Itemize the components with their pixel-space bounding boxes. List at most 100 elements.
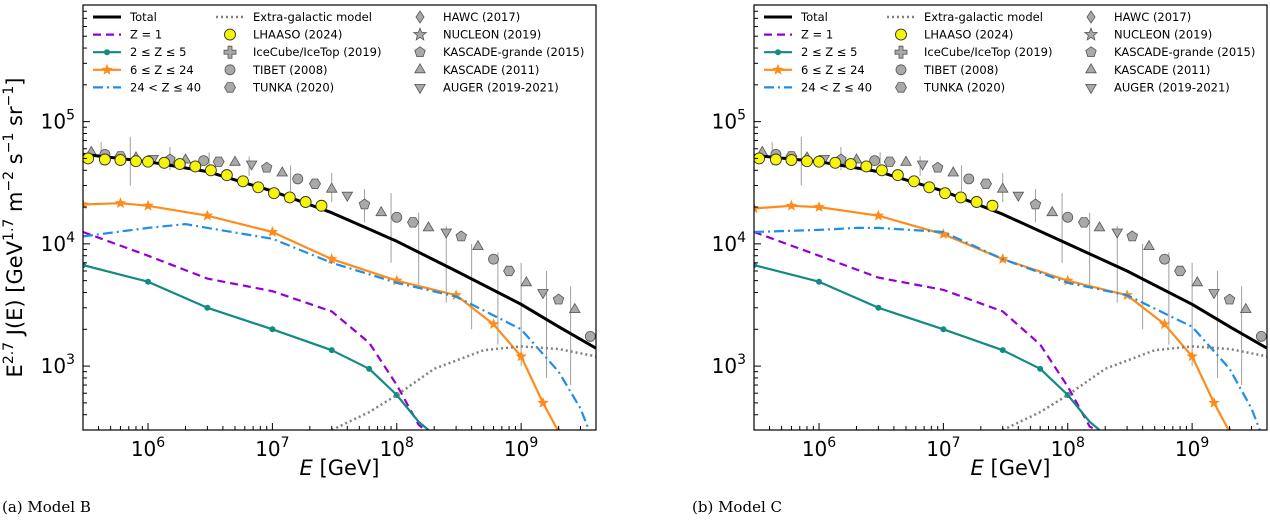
series-marker <box>1158 318 1171 330</box>
lhaaso-point <box>299 196 312 208</box>
series-24-z-40 <box>83 223 590 430</box>
legend-entry-kascade-2011: KASCADE (2011) <box>1085 63 1210 77</box>
legend-marker <box>894 45 908 59</box>
experiment-point <box>1062 211 1074 223</box>
experiment-point <box>375 205 388 217</box>
y-tick-label: 103 <box>41 352 75 378</box>
plot-area <box>754 136 1267 430</box>
lhaaso-point <box>252 181 265 194</box>
legend-label: IceCube/IceTop (2019) <box>253 45 381 59</box>
x-tick-label: 106 <box>802 435 836 461</box>
experiment-point <box>1255 330 1267 342</box>
experiment-point <box>916 160 929 171</box>
lhaaso-point <box>844 158 857 170</box>
experiment-point <box>1143 239 1155 251</box>
lhaaso-point <box>769 153 782 166</box>
lhaaso-point <box>829 156 842 169</box>
caption-model-b: (a) Model B <box>2 498 91 516</box>
y-tick-label: 104 <box>41 230 75 256</box>
experiment-point <box>325 182 338 193</box>
legend-label: Extra-galactic model <box>253 10 372 24</box>
experiment-point <box>1029 198 1042 210</box>
legend-marker <box>895 82 907 93</box>
legend-entry-nucleon-2019: NUCLEON (2019) <box>1083 26 1212 42</box>
series-marker <box>785 199 798 211</box>
legend-label: AUGER (2019-2021) <box>443 80 559 94</box>
y-tick-label: 103 <box>712 352 746 378</box>
lhaaso-point <box>98 153 111 166</box>
lhaaso-point <box>189 160 202 173</box>
experiment-point <box>1191 276 1204 287</box>
experiment-point <box>1012 191 1025 202</box>
legend-label: 6 ≤ Z ≤ 24 <box>130 63 194 77</box>
y-axis-label: E2.7 J(E) [GeV1.7 m−2 s−1 sr−1] <box>1 78 27 378</box>
plot-area <box>83 136 596 430</box>
experiment-point <box>869 155 881 166</box>
experiment-point <box>1174 265 1187 277</box>
legend: Total Z = 1 2 ≤ Z ≤ 5 6 ≤ Z ≤ 24 24 < Z ≤ 40… <box>93 10 584 94</box>
caption-model-c: (b) Model C <box>692 498 782 516</box>
legend-entry-auger-2019-2021: AUGER (2019-2021) <box>414 80 559 94</box>
legend-marker <box>415 10 425 24</box>
legend-label: Total <box>129 10 157 24</box>
experiment-point <box>455 230 467 242</box>
series-marker <box>366 365 373 372</box>
experiment-point <box>292 173 304 185</box>
experiment-points <box>85 145 596 342</box>
series-2-z-5 <box>83 264 430 430</box>
series-marker <box>1186 350 1198 362</box>
experiment-point <box>996 182 1009 193</box>
legend-entry-tunka-2020: TUNKA (2020) <box>895 80 1005 94</box>
series-24-z-40 <box>754 226 1261 430</box>
experiment-point <box>980 178 992 190</box>
legend-label: 24 < Z ≤ 40 <box>801 80 872 94</box>
legend-label: HAWC (2017) <box>443 10 520 24</box>
series-2-z-5 <box>754 264 1101 430</box>
series-marker <box>266 226 279 237</box>
experiment-point <box>552 293 565 305</box>
legend-entry-hawc-2017: HAWC (2017) <box>415 10 520 24</box>
experiment-point <box>900 155 912 166</box>
legend-entry-total: Total <box>764 10 828 24</box>
lhaaso-point <box>268 187 280 200</box>
plot-frame <box>82 4 597 431</box>
lhaaso-point <box>875 164 888 177</box>
legend-marker <box>1085 63 1097 74</box>
series-marker <box>450 289 462 301</box>
legend-label: LHAASO (2024) <box>253 28 342 42</box>
legend-marker <box>223 45 237 59</box>
lhaaso-points <box>83 152 328 212</box>
legend-label: TUNKA (2020) <box>923 80 1005 94</box>
lhaaso-point <box>785 154 798 166</box>
series-total <box>83 152 596 350</box>
series-marker <box>816 278 823 285</box>
legend-label: AUGER (2019-2021) <box>1114 80 1230 94</box>
legend-entry-extra-galactic-model: Extra-galactic model <box>887 10 1043 24</box>
lhaaso-point <box>813 155 825 168</box>
x-tick-label: 107 <box>926 435 960 461</box>
lhaaso-point <box>970 196 983 208</box>
legend-label: KASCADE (2011) <box>443 63 539 77</box>
legend-marker <box>224 82 236 93</box>
experiment-point <box>341 191 354 202</box>
experiment-point <box>1078 217 1090 228</box>
experiment-point <box>1111 228 1124 239</box>
lhaaso-point <box>283 191 296 204</box>
lhaaso-point <box>754 152 766 165</box>
legend-entry-total: Total <box>93 10 157 24</box>
legend: Total Z = 1 2 ≤ Z ≤ 5 6 ≤ Z ≤ 24 24 < Z ≤ 40… <box>764 10 1255 94</box>
lhaaso-point <box>801 155 813 168</box>
legend-entry-icecube-icetop-2019: IceCube/IceTop (2019) <box>894 45 1052 59</box>
series-marker <box>754 262 757 269</box>
series-marker <box>754 202 760 214</box>
legend-marker <box>101 63 113 75</box>
series-marker <box>201 209 214 221</box>
experiment-point <box>472 239 484 251</box>
error-bars <box>100 136 572 386</box>
series-marker <box>269 326 276 333</box>
legend-entry-hawc-2017: HAWC (2017) <box>1086 10 1191 24</box>
lhaaso-point <box>923 181 936 194</box>
legend-entry-tunka-2020: TUNKA (2020) <box>224 80 334 94</box>
experiment-point <box>537 289 549 300</box>
experiment-point <box>276 166 289 177</box>
